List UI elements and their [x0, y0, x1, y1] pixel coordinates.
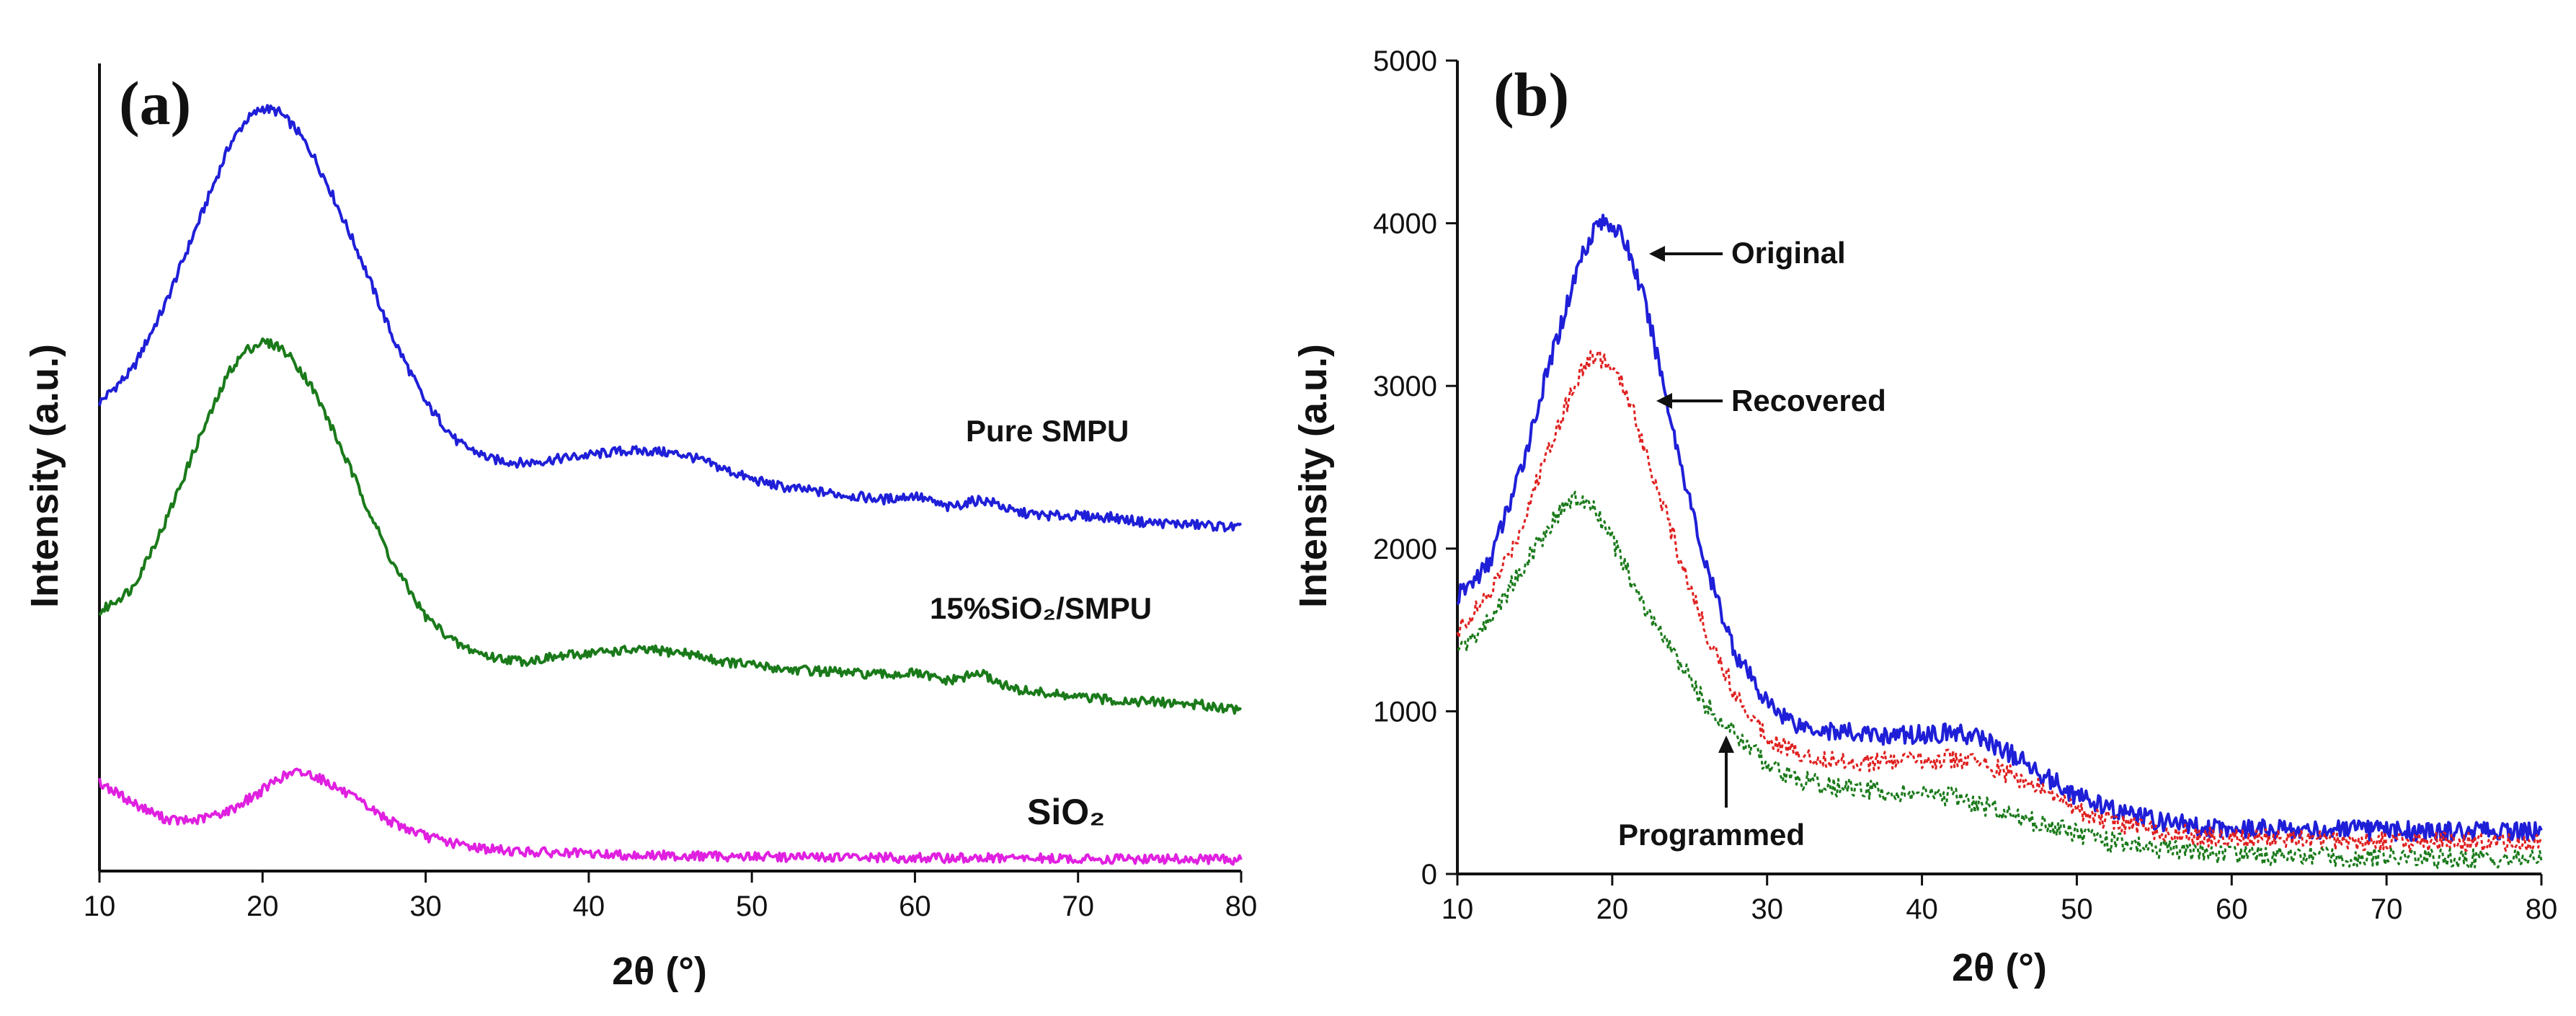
panel-b-y-tick-label: 2000 — [1373, 534, 1437, 565]
panel-a-x-tick-label: 50 — [736, 891, 768, 922]
panel-b-y-axis-title: Intensity (a.u.) — [1292, 344, 1335, 608]
panel-b-ticks: 10 20 30 40 50 60 70 80 0 1000 2000 3000 4000 5000 — [1373, 45, 2557, 925]
label-original: Original — [1731, 236, 1846, 270]
label-pure-smpu: Pure SMPU — [966, 414, 1129, 448]
panel-a-x-tick-label: 60 — [899, 891, 931, 922]
panel-b-x-tick-label: 60 — [2216, 893, 2248, 925]
panel-a: (a) 10 20 30 40 50 60 70 80 2θ (°) Intensity (a… — [23, 63, 1257, 993]
panel-a-x-tick-label: 10 — [84, 891, 116, 922]
panel-b-x-tick-label: 20 — [1596, 893, 1629, 925]
panel-b-x-tick-label: 70 — [2371, 893, 2403, 925]
panel-b-series-lines — [1456, 213, 2543, 870]
panel-a-y-axis-title: Intensity (a.u.) — [23, 344, 66, 608]
panel-b-label: (b) — [1493, 60, 1569, 129]
series-line-programmed — [1457, 490, 2543, 870]
panel-b-y-tick-label: 5000 — [1373, 45, 1437, 77]
series-line-pure-smpu — [98, 104, 1243, 533]
panel-a-x-tick-label: 20 — [247, 891, 279, 922]
label-15-sio2-smpu: 15%SiO₂/SMPU — [930, 591, 1152, 625]
panel-b-x-tick-label: 80 — [2526, 893, 2558, 925]
recovered-arrow-head — [1656, 393, 1672, 409]
panel-b-y-tick-label: 4000 — [1373, 208, 1437, 240]
panel-b-x-tick-label: 40 — [1906, 893, 1938, 925]
original-arrow-head — [1649, 246, 1665, 262]
panel-b-x-axis-title: 2θ (°) — [1952, 946, 2047, 989]
panel-b-y-tick-label: 3000 — [1373, 371, 1437, 402]
panel-b-x-tick-label: 50 — [2061, 893, 2093, 925]
panel-b: (b) 10 20 30 40 50 60 70 80 0 1000 2000 3000 4000 500… — [1292, 45, 2557, 989]
annotation-programmed: Programmed — [1618, 736, 1805, 852]
panel-b-x-tick-label: 30 — [1751, 893, 1783, 925]
panel-a-x-tick-label: 40 — [573, 891, 605, 922]
label-sio2: SiO₂ — [1027, 792, 1105, 832]
label-recovered: Recovered — [1731, 384, 1886, 418]
panel-a-x-axis-title: 2θ (°) — [612, 950, 707, 993]
panel-a-label: (a) — [119, 69, 191, 138]
panel-a-x-tick-label: 80 — [1225, 891, 1258, 922]
panel-a-x-tick-label: 30 — [409, 891, 442, 922]
series-line-sio2 — [98, 767, 1243, 866]
annotation-recovered: Recovered — [1656, 384, 1886, 418]
panel-b-y-tick-label: 1000 — [1373, 696, 1437, 728]
panel-a-x-tick-label: 70 — [1062, 891, 1094, 922]
panel-b-x-tick-label: 10 — [1442, 893, 1474, 925]
series-line-recovered — [1456, 350, 2542, 853]
series-line-15-sio2-smpu — [98, 337, 1243, 715]
label-programmed: Programmed — [1618, 818, 1805, 852]
programmed-arrow-head — [1718, 736, 1734, 753]
series-line-original — [1456, 213, 2543, 842]
panel-a-series-lines — [98, 104, 1243, 866]
annotation-original: Original — [1649, 236, 1846, 270]
panel-a-x-ticks: 10 20 30 40 50 60 70 80 — [84, 871, 1258, 922]
panel-b-y-tick-label: 0 — [1421, 859, 1437, 891]
